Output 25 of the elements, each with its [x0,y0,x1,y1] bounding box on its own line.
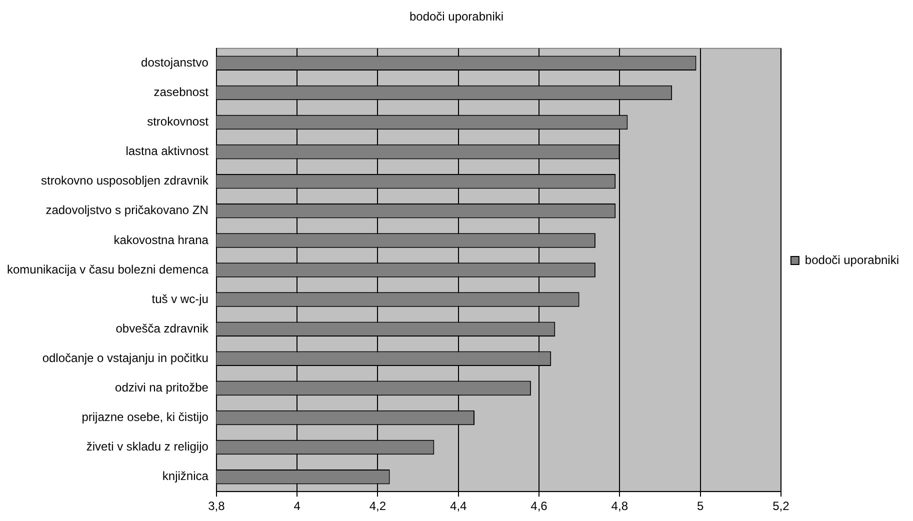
x-tick-label: 4,6 [530,499,548,514]
y-tick-label: zasebnost [154,85,210,100]
x-tick-label: 5,2 [772,499,790,514]
x-tick-label: 4,8 [611,499,628,514]
y-tick-label: odločanje o vstajanju in počitku [42,350,208,365]
y-tick-label: odzivi na pritožbe [115,380,209,394]
x-tick-label: 4,4 [450,499,468,514]
x-tick-label: 3,8 [208,499,226,514]
x-tick-label: 5 [696,499,704,514]
y-tick-label: kakovostna hrana [114,232,209,247]
legend-label: bodoči uporabniki [804,252,900,267]
y-tick-label: dostojanstvo [141,55,209,70]
y-tick-label: prijazne osebe, ki čistijo [82,410,209,424]
y-tick-label: obvešča zdravnik [116,321,210,336]
y-tick-label: strokovno usposobljen zdravnik [41,174,210,188]
y-tick-label: komunikacija v času bolezni demenca [6,262,209,276]
y-tick-label: knjižnica [162,469,209,484]
y-tick-label: tuš v wc-ju [152,292,208,306]
y-tick-label: strokovnost [147,114,210,129]
chart-title: bodoči uporabniki [409,10,504,24]
y-tick-label: živeti v skladu z religijo [86,440,209,454]
x-tick-label: 4,2 [369,499,386,514]
y-tick-label: zadovoljstvo s pričakovano ZN [46,203,208,218]
y-tick-label: lastna aktivnost [126,144,210,158]
x-tick-label: 4 [294,499,301,514]
